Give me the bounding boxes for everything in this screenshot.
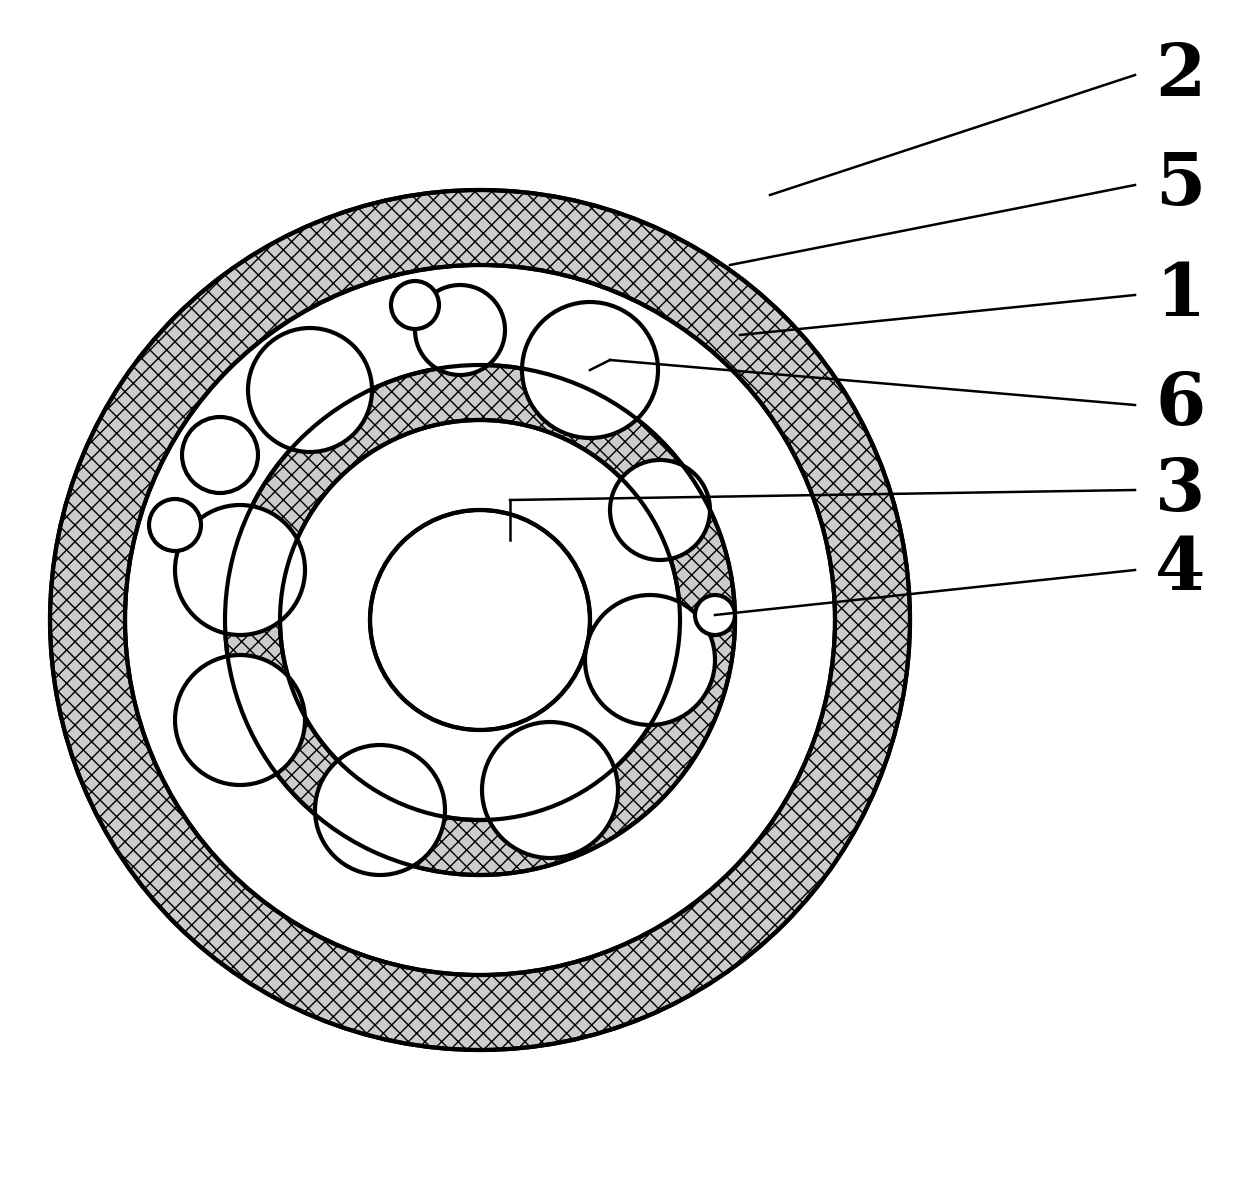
Circle shape (224, 365, 735, 876)
Circle shape (415, 285, 505, 375)
Circle shape (694, 595, 735, 636)
Circle shape (370, 510, 590, 729)
Circle shape (522, 302, 658, 438)
Circle shape (391, 282, 439, 329)
Text: 6: 6 (1154, 369, 1205, 441)
Circle shape (175, 655, 305, 785)
Text: 2: 2 (1154, 39, 1205, 110)
Circle shape (248, 328, 372, 451)
Circle shape (585, 595, 715, 725)
Circle shape (610, 460, 711, 560)
Circle shape (149, 499, 201, 551)
Text: 4: 4 (1154, 535, 1205, 606)
Circle shape (280, 421, 680, 820)
Text: 5: 5 (1154, 150, 1205, 221)
Circle shape (50, 190, 910, 1050)
Circle shape (175, 505, 305, 636)
Circle shape (315, 745, 445, 876)
Circle shape (482, 722, 618, 858)
Circle shape (125, 265, 835, 975)
Circle shape (182, 417, 258, 493)
Text: 3: 3 (1154, 455, 1205, 525)
Text: 1: 1 (1154, 259, 1205, 330)
